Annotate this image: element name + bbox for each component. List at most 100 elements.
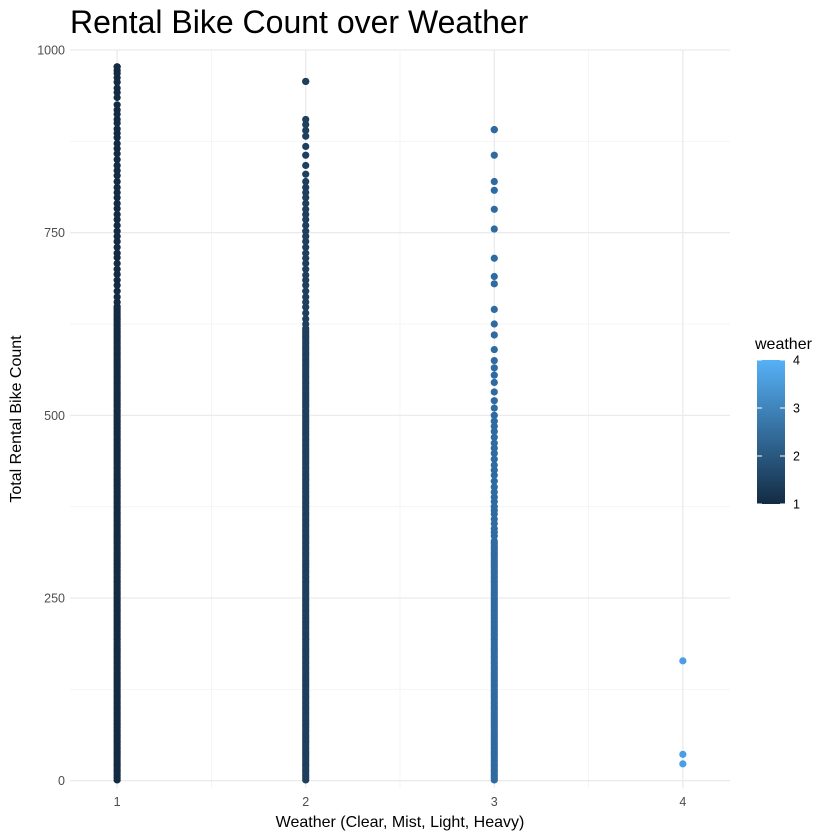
data-point (113, 227, 121, 235)
data-point (113, 166, 121, 175)
data-point (113, 287, 121, 295)
data-point (490, 411, 498, 419)
data-point (113, 298, 121, 306)
y-axis-tick-labels: 0 250 500 750 1000 (37, 44, 65, 789)
legend-colorbar (757, 360, 785, 504)
data-point (302, 227, 310, 235)
data-point (302, 287, 310, 295)
data-point (113, 215, 121, 224)
data-point (113, 161, 121, 170)
data-point (113, 106, 121, 114)
data-point (490, 461, 498, 469)
data-point (490, 404, 498, 412)
x-tick-label: 1 (114, 795, 121, 809)
data-point (113, 293, 121, 301)
color-legend: weather 1 2 3 4 (754, 336, 813, 512)
data-point (113, 150, 121, 158)
y-tick-label: 500 (44, 409, 65, 423)
data-point (490, 272, 498, 281)
data-point (490, 493, 498, 501)
data-point (490, 537, 498, 545)
data-point (679, 657, 687, 665)
data-point (113, 243, 121, 251)
data-point (302, 265, 310, 273)
data-point (490, 345, 498, 354)
data-point (490, 483, 498, 491)
x-tick-label: 3 (491, 795, 498, 809)
data-point (302, 210, 310, 219)
data-point (302, 188, 310, 197)
data-point (113, 194, 121, 202)
data-point (490, 433, 498, 441)
data-point (113, 221, 121, 229)
legend-tick-label: 4 (793, 354, 800, 368)
data-point (490, 455, 498, 463)
data-point (302, 151, 310, 159)
data-point (490, 320, 498, 328)
data-point (490, 254, 498, 262)
y-tick-label: 0 (58, 774, 65, 788)
data-point (113, 276, 121, 284)
data-point (302, 170, 310, 178)
y-tick-label: 1000 (37, 44, 65, 58)
data-point (302, 293, 310, 301)
legend-tick-labels: 1 2 3 4 (757, 354, 800, 512)
data-point (302, 199, 310, 208)
data-point (490, 488, 498, 496)
data-point (302, 194, 310, 202)
data-point (302, 309, 310, 317)
data-point (113, 63, 121, 71)
data-point (113, 93, 121, 102)
data-point (113, 139, 121, 148)
data-point (302, 271, 310, 279)
data-point (490, 378, 498, 387)
data-point (302, 142, 310, 151)
data-point (679, 750, 687, 758)
minor-gridlines (70, 50, 730, 788)
data-point (113, 172, 121, 180)
data-point (490, 515, 498, 523)
data-point (490, 356, 498, 365)
data-point (113, 101, 121, 109)
data-point (302, 237, 310, 246)
data-point (302, 115, 310, 124)
data-point (490, 364, 498, 372)
y-tick-label: 250 (44, 592, 65, 606)
data-point (302, 303, 310, 311)
data-point (302, 183, 310, 191)
data-point (302, 120, 310, 129)
data-point (490, 449, 498, 457)
data-point (490, 225, 498, 233)
data-point (113, 177, 121, 186)
data-point (490, 177, 498, 186)
data-point (302, 315, 310, 323)
data-point (490, 477, 498, 485)
legend-tick-label: 3 (793, 402, 800, 416)
data-point (302, 249, 310, 257)
data-point (490, 439, 498, 447)
x-tick-label: 4 (679, 795, 686, 809)
data-point (113, 115, 121, 124)
data-point (679, 760, 687, 768)
legend-tick-label: 2 (793, 450, 800, 464)
legend-title: weather (754, 336, 813, 353)
data-point (113, 270, 121, 278)
data-point (302, 132, 310, 140)
data-point (490, 422, 498, 430)
data-point (490, 388, 498, 396)
data-point (113, 237, 121, 246)
data-point (490, 151, 498, 159)
data-point (113, 84, 121, 92)
y-axis-title: Total Rental Bike Count (8, 335, 25, 503)
data-point (302, 243, 310, 251)
data-point (302, 177, 310, 186)
data-point (490, 280, 498, 288)
data-point (113, 210, 121, 219)
data-point (113, 199, 121, 208)
legend-tick-label: 1 (793, 498, 800, 512)
data-point (113, 249, 121, 257)
x-tick-label: 2 (302, 795, 309, 809)
data-points (113, 63, 687, 784)
y-tick-label: 750 (44, 226, 65, 240)
